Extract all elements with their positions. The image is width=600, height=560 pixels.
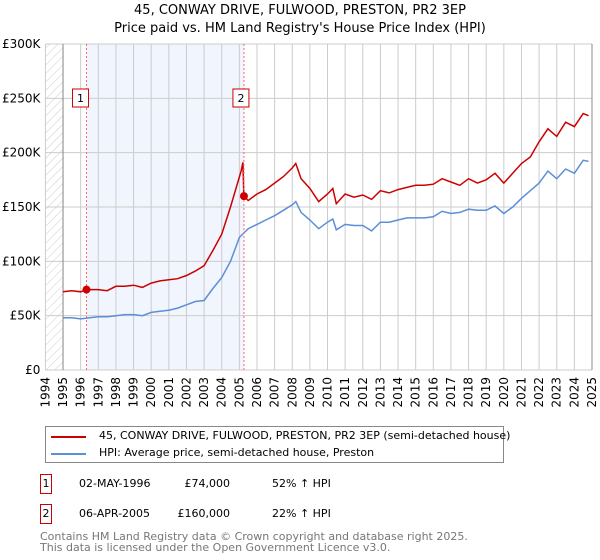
x-tick-label: 1998 (109, 377, 123, 408)
x-tick-label: 1996 (74, 377, 88, 408)
x-tick-label: 2003 (197, 377, 211, 408)
x-tick-label: 2002 (179, 377, 193, 408)
x-tick-label: 2016 (426, 377, 440, 408)
x-tick-label: 2018 (462, 377, 476, 408)
hpi-line (63, 159, 589, 320)
x-tick-label: 1995 (56, 377, 70, 408)
legend-label: HPI: Average price, semi-detached house,… (99, 446, 375, 459)
sale-marker-box (71, 88, 89, 108)
x-tick-label: 2001 (162, 377, 176, 408)
sale-price: £160,000 (177, 507, 231, 520)
x-tick-label: 2007 (268, 377, 282, 408)
footer-copyright: Contains HM Land Registry data © Crown c… (40, 530, 468, 543)
sale-marker-box (232, 88, 250, 108)
y-tick-label: £300K (2, 37, 42, 51)
x-tick-label: 2024 (567, 377, 581, 408)
sale-marker-label: 2 (40, 504, 52, 524)
sale-hpi: 22% ↑ HPI (272, 507, 331, 520)
sale-marker-label: 2 (237, 92, 244, 105)
y-tick-label: £50K (10, 309, 42, 323)
y-tick-label: £150K (2, 200, 42, 214)
footer-licence: This data is licensed under the Open Gov… (40, 541, 391, 554)
y-tick-label: £250K (2, 91, 42, 105)
sale-marker-label: 1 (77, 92, 84, 105)
x-tick-label: 2004 (215, 377, 229, 408)
x-tick-label: 2015 (409, 377, 423, 408)
sale-hpi: 52% ↑ HPI (272, 477, 331, 490)
y-tick-label: £200K (2, 146, 42, 160)
x-tick-label: 2022 (532, 377, 546, 408)
chart-subtitle: Price paid vs. HM Land Registry's House … (114, 21, 486, 36)
sale-date: 06-APR-2005 (79, 507, 151, 520)
x-tick-label: 1997 (91, 377, 105, 408)
sale-price: £74,000 (184, 477, 231, 490)
legend: 45, CONWAY DRIVE, FULWOOD, PRESTON, PR2 … (45, 426, 510, 463)
x-tick-label: 2000 (144, 377, 158, 408)
legend-label: 45, CONWAY DRIVE, FULWOOD, PRESTON, PR2 … (99, 429, 511, 442)
x-tick-label: 2014 (391, 377, 405, 408)
sale-date: 02-MAY-1996 (79, 477, 151, 490)
x-tick-label: 1994 (38, 377, 52, 408)
x-tick-label: 2009 (303, 377, 317, 408)
x-tick-label: 2021 (514, 377, 528, 408)
sale-point (82, 285, 91, 294)
x-tick-label: 2023 (550, 377, 564, 408)
legend-swatch (51, 453, 86, 455)
x-tick-label: 2006 (250, 377, 264, 408)
legend-swatch (51, 436, 86, 438)
y-tick-label: £100K (2, 254, 42, 268)
x-tick-label: 2012 (356, 377, 370, 408)
property-price-line (62, 112, 589, 293)
x-tick-label: 2005 (232, 377, 246, 408)
plot-area: 1 2 1994 1995 1996 1997 1998 1999 2000 2001 2002 20… (2, 37, 599, 408)
x-tick-label: 1999 (127, 377, 141, 408)
x-tick-label: 2010 (321, 377, 335, 408)
chart-title: 45, CONWAY DRIVE, FULWOOD, PRESTON, PR2 … (134, 3, 466, 18)
x-tick-label: 2020 (497, 377, 511, 408)
x-tick-label: 2011 (338, 377, 352, 408)
sale-marker-label: 1 (40, 474, 52, 494)
y-tick-label: £0 (25, 363, 40, 377)
x-tick-label: 2013 (373, 377, 387, 408)
sale-point (239, 192, 248, 201)
x-tick-label: 2017 (444, 377, 458, 408)
x-tick-label: 2019 (479, 377, 493, 408)
x-tick-label: 2008 (285, 377, 299, 408)
x-tick-label: 2025 (585, 377, 599, 408)
